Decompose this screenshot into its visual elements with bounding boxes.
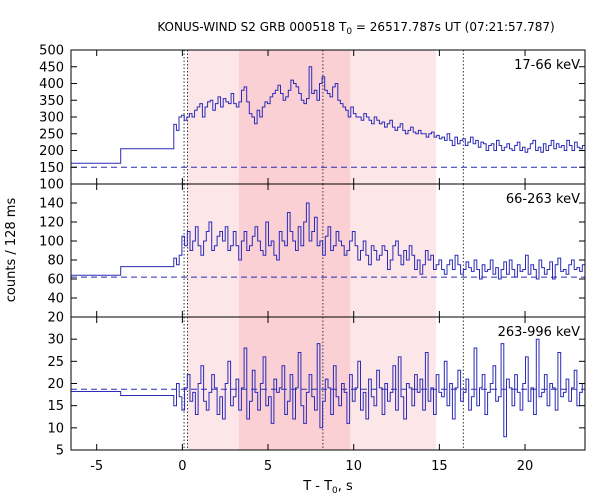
x-tick-label: 20 xyxy=(517,459,534,474)
x-tick-label: 10 xyxy=(345,459,362,474)
y-tick-label: 300 xyxy=(39,111,64,126)
y-tick-label: 450 xyxy=(39,60,64,75)
y-tick-label: 400 xyxy=(39,77,64,92)
y-tick-label: 250 xyxy=(39,127,64,142)
y-tick-label: 40 xyxy=(47,292,64,307)
y-tick-label: 100 xyxy=(39,178,64,193)
y-tick-label: 60 xyxy=(47,273,64,288)
series-line xyxy=(71,66,585,164)
series-line xyxy=(71,338,585,438)
y-tick-label: 200 xyxy=(39,144,64,159)
series-line xyxy=(71,202,585,280)
y-tick-label: 150 xyxy=(39,161,64,176)
shaded-region-dark xyxy=(238,50,351,184)
y-tick-label: 10 xyxy=(47,421,64,436)
y-tick-label: 100 xyxy=(39,235,64,250)
panel-energy-label: 66-263 keV xyxy=(506,192,580,207)
y-tick-label: 20 xyxy=(47,377,64,392)
chart-title: KONUS-WIND S2 GRB 000518 T0 = 26517.787s… xyxy=(157,20,554,37)
x-axis-label: T - T0, s xyxy=(302,479,353,496)
panel-energy-label: 263-996 keV xyxy=(498,325,581,340)
y-tick-label: 120 xyxy=(39,216,64,231)
y-tick-label: 140 xyxy=(39,197,64,212)
x-tick-label: 0 xyxy=(178,459,186,474)
y-axis-label: counts / 128 ms xyxy=(4,198,19,303)
panel-energy-label: 17-66 keV xyxy=(514,58,580,73)
y-tick-label: 20 xyxy=(47,311,64,326)
y-tick-label: 350 xyxy=(39,94,64,109)
x-tick-label: 5 xyxy=(264,459,272,474)
y-tick-label: 30 xyxy=(47,333,64,348)
x-tick-label: -5 xyxy=(90,459,103,474)
y-tick-label: 25 xyxy=(47,355,64,370)
y-tick-label: 500 xyxy=(39,44,64,59)
y-tick-label: 5 xyxy=(56,444,64,459)
y-tick-label: 15 xyxy=(47,399,64,414)
x-tick-label: 15 xyxy=(431,459,448,474)
shaded-region-dark xyxy=(238,317,351,450)
y-tick-label: 80 xyxy=(47,254,64,269)
